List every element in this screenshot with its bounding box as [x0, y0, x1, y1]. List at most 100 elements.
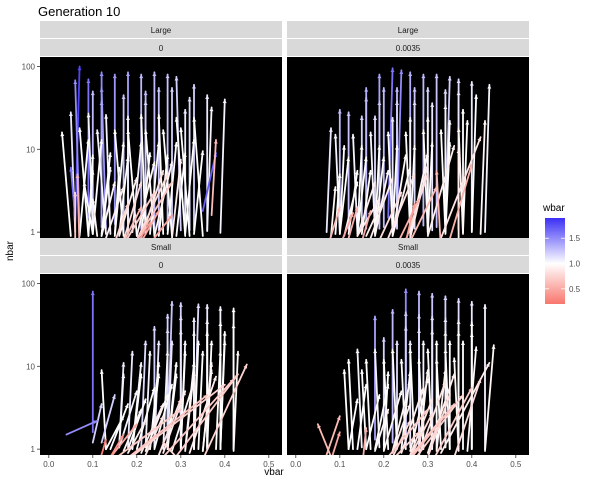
x-tick-label: 0.3: [175, 460, 187, 469]
arrow-head: [121, 95, 126, 99]
arrow-shaft: [87, 169, 94, 235]
arrow-head: [183, 351, 188, 356]
arrow-head: [179, 128, 184, 132]
arrow-head: [412, 145, 417, 150]
arrow-head: [183, 109, 188, 114]
arrow: [139, 114, 147, 235]
arrow: [99, 369, 107, 451]
arrow-head: [126, 130, 131, 135]
arrow: [430, 102, 435, 232]
arrow: [444, 141, 452, 235]
arrow: [91, 198, 99, 237]
arrow-head: [163, 442, 168, 447]
arrow: [86, 112, 94, 234]
arrow-head: [425, 87, 430, 92]
arrow: [342, 369, 350, 451]
arrow-head: [376, 395, 381, 400]
chart-title: Generation 10: [38, 4, 120, 19]
arrow-head: [412, 101, 417, 105]
arrow-head: [416, 329, 422, 333]
arrow-shaft: [179, 127, 191, 237]
arrow-head: [151, 387, 156, 392]
arrow-shaft: [175, 152, 187, 237]
arrow-head: [451, 145, 456, 150]
arrow-shaft: [109, 403, 129, 451]
arrow-shaft: [365, 394, 381, 451]
arrow: [75, 173, 81, 238]
strip-row-label-bg: [287, 21, 529, 38]
arrow-shaft: [127, 350, 134, 449]
strip-col-label: 0: [159, 261, 164, 270]
arrow: [325, 415, 341, 455]
arrow-head: [137, 207, 142, 212]
arrow-head: [196, 304, 201, 309]
arrow-head: [209, 370, 214, 374]
arrow-head: [443, 296, 448, 300]
arrow-shaft: [100, 166, 112, 235]
arrow-head: [143, 91, 148, 96]
arrow-head: [442, 370, 448, 374]
strip-col-label: 0.0035: [396, 261, 421, 270]
arrow-head: [139, 74, 144, 79]
arrow: [153, 161, 174, 237]
arrow-head: [459, 395, 463, 400]
arrow-head: [376, 207, 380, 212]
arrow-head: [430, 330, 435, 335]
arrow: [403, 325, 408, 447]
arrow-head: [133, 178, 138, 183]
arrow: [356, 156, 368, 235]
arrow: [174, 116, 187, 237]
arrow-head: [156, 87, 161, 92]
arrow: [331, 431, 341, 455]
arrow-head: [424, 174, 429, 179]
arrow-shaft: [409, 398, 434, 455]
arrows: [325, 67, 492, 238]
arrow-head: [108, 153, 113, 157]
arrow-shaft: [369, 177, 394, 238]
y-tick-label: 10: [26, 145, 35, 154]
arrow: [118, 156, 130, 235]
arrow-shaft: [399, 198, 420, 238]
arrow: [399, 198, 420, 238]
arrow: [232, 350, 240, 452]
arrow: [381, 337, 386, 447]
arrow: [456, 127, 464, 235]
arrow-shaft: [449, 163, 473, 238]
arrow: [426, 141, 435, 235]
arrow-head: [447, 76, 452, 81]
arrow: [330, 186, 338, 237]
arrow-head: [346, 157, 351, 162]
arrow-head: [442, 381, 447, 386]
arrow-head: [159, 404, 164, 409]
arrow-head: [205, 331, 210, 336]
arrow-head: [394, 145, 399, 150]
arrow-head: [447, 120, 452, 125]
arrow: [183, 108, 188, 234]
x-tick-label: 0.5: [510, 460, 522, 469]
arrow-head: [390, 309, 395, 314]
arrow-shaft: [184, 138, 195, 235]
arrow-shaft: [369, 131, 376, 234]
arrow: [434, 73, 439, 229]
legend-colorbar: [545, 218, 565, 304]
arrow-head: [399, 359, 404, 364]
arrow-head: [161, 130, 166, 135]
arrow-shaft: [334, 133, 341, 234]
arrow: [405, 202, 416, 238]
arrow: [391, 380, 412, 452]
arrow-head: [213, 139, 218, 144]
strip-row-label-bg: [40, 238, 282, 255]
arrow-shaft: [391, 166, 412, 237]
arrow-head: [468, 387, 472, 393]
arrow: [132, 383, 226, 455]
arrow-head: [200, 351, 205, 356]
arrow-shaft: [325, 127, 332, 234]
arrow-shaft: [405, 202, 416, 238]
arrow: [362, 427, 368, 455]
arrow-head: [437, 419, 441, 424]
arrow-head: [222, 99, 227, 104]
arrow-shaft: [163, 378, 235, 455]
arrow-head: [385, 409, 389, 414]
arrow: [78, 138, 91, 237]
